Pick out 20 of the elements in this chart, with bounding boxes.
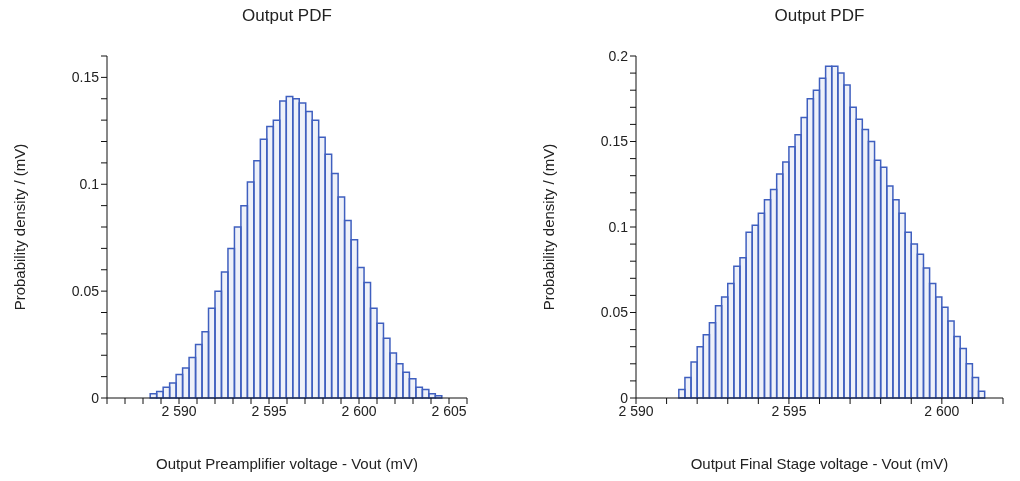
y-tick-label: 0.1 <box>608 218 629 235</box>
x-tick-label: 2 600 <box>924 402 960 419</box>
x-axis-title: Output Preamplifier voltage - Vout (mV) <box>156 455 418 472</box>
x-tick-label: 2 595 <box>771 402 807 419</box>
chart-title: Output PDF <box>773 6 866 26</box>
x-tick-label: 2 605 <box>431 402 467 419</box>
x-axis-title: Output Final Stage voltage - Vout (mV) <box>690 455 949 472</box>
y-tick-label: 0.05 <box>71 283 100 300</box>
y-axis-title: Probability density / (mV) <box>11 143 29 311</box>
chart-title: Output PDF <box>241 6 333 26</box>
y-tick-label: 0.1 <box>79 176 100 193</box>
x-tick-label: 2 590 <box>161 402 197 419</box>
y-tick-label: 0.05 <box>600 304 629 321</box>
x-tick-label: 2 600 <box>341 402 377 419</box>
x-tick-label: 2 595 <box>251 402 287 419</box>
y-tick-label: 0.15 <box>71 69 100 86</box>
y-tick-label: 0 <box>91 389 100 406</box>
y-axis-title: Probability density / (mV) <box>540 143 558 311</box>
y-tick-label: 0.15 <box>600 133 629 150</box>
y-tick-label: 0.2 <box>608 47 629 64</box>
